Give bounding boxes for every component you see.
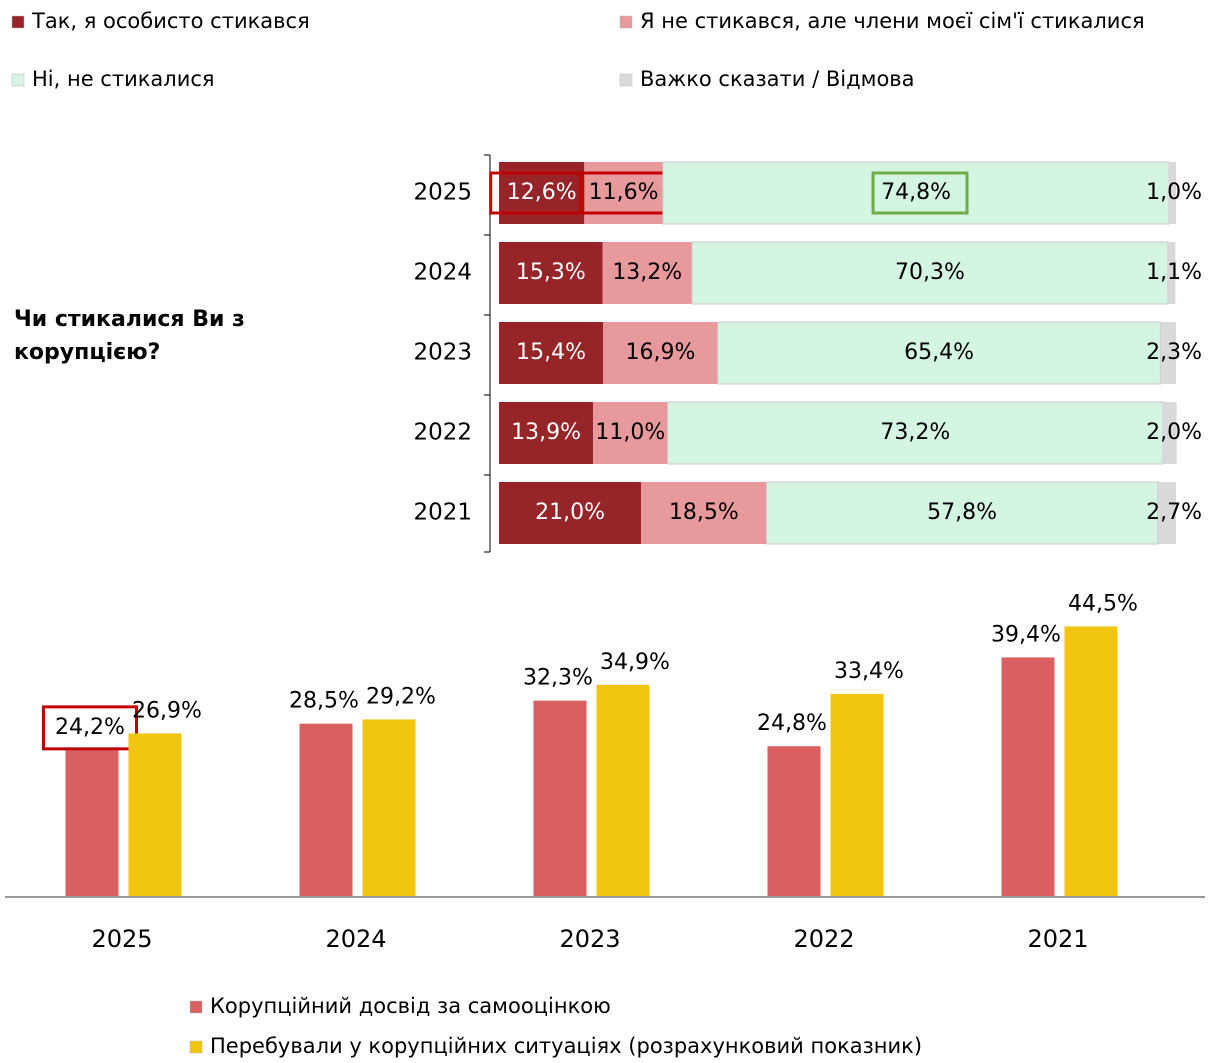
legend-label: Ні, не стикалися xyxy=(32,67,215,91)
bar xyxy=(65,749,119,897)
x-tick-label: 2025 xyxy=(91,925,152,953)
bar-segment xyxy=(603,322,718,384)
x-tick-label: 2022 xyxy=(793,925,854,953)
data-label: 13,9% xyxy=(511,420,581,445)
bar-segment xyxy=(1157,482,1176,544)
legend-swatch xyxy=(189,1000,203,1014)
y-tick-label: 2025 xyxy=(413,180,472,206)
data-label: 11,0% xyxy=(595,420,665,445)
data-label: 24,2% xyxy=(55,715,125,740)
y-tick-label: 2023 xyxy=(413,340,472,366)
bar-segment xyxy=(1163,402,1177,464)
legend-swatch xyxy=(189,1040,203,1054)
legend-swatch xyxy=(11,15,25,29)
bar xyxy=(1064,626,1118,897)
bar-segment xyxy=(765,481,1159,545)
data-label: 57,8% xyxy=(927,500,997,525)
x-tick-label: 2021 xyxy=(1027,925,1088,953)
data-label: 11,6% xyxy=(589,180,659,205)
legend-label: Я не стикався, але члени моєї сім'ї стик… xyxy=(640,9,1145,33)
bar-segment xyxy=(593,402,668,464)
highlight-box xyxy=(42,705,138,751)
bar-segment xyxy=(1167,242,1176,304)
data-label: 39,4% xyxy=(991,622,1061,647)
x-tick-label: 2024 xyxy=(325,925,386,953)
bar xyxy=(830,693,884,897)
bar-segment xyxy=(499,482,642,544)
data-label: 74,8% xyxy=(881,180,951,205)
legend-swatch xyxy=(619,15,633,29)
data-label: 26,9% xyxy=(132,698,202,723)
y-tick-label: 2021 xyxy=(413,500,472,526)
data-label: 12,6% xyxy=(507,180,577,205)
bar xyxy=(596,684,650,897)
bar-segment xyxy=(602,242,692,304)
data-label: 16,9% xyxy=(626,340,696,365)
y-tick-label: 2024 xyxy=(413,260,472,286)
data-label: 13,2% xyxy=(612,260,682,285)
data-label: 1,1% xyxy=(1146,260,1202,285)
data-label: 2,0% xyxy=(1146,420,1202,445)
y-tick-label: 2022 xyxy=(413,420,472,446)
data-label: 21,0% xyxy=(535,500,605,525)
data-label: 34,9% xyxy=(600,650,670,675)
chart-title: Чи стикалися Ви з корупцією? xyxy=(14,307,245,365)
data-label: 44,5% xyxy=(1068,591,1138,616)
legend-label: Так, я особисто стикався xyxy=(31,9,310,33)
bar-segment xyxy=(499,322,604,384)
highlight-box xyxy=(871,171,969,215)
legend-label: Корупційний досвід за самооцінкою xyxy=(210,994,611,1018)
legend-swatch xyxy=(11,73,25,87)
bar-segment xyxy=(717,321,1161,385)
data-label: 15,4% xyxy=(516,340,586,365)
bar-segment xyxy=(499,402,594,464)
bar xyxy=(299,723,353,897)
data-label: 2,3% xyxy=(1146,340,1202,365)
bar xyxy=(767,746,821,897)
bar-segment xyxy=(691,241,1169,305)
bar xyxy=(1001,657,1055,897)
data-label: 18,5% xyxy=(669,500,739,525)
legend-label: Перебували у корупційних ситуаціях (розр… xyxy=(210,1034,922,1058)
bar-segment xyxy=(499,242,603,304)
data-label: 65,4% xyxy=(904,340,974,365)
bar xyxy=(128,733,182,897)
data-label: 15,3% xyxy=(516,260,586,285)
x-tick-label: 2023 xyxy=(559,925,620,953)
data-label: 33,4% xyxy=(834,659,904,684)
data-label: 24,8% xyxy=(757,711,827,736)
bar xyxy=(362,719,416,897)
data-label: 29,2% xyxy=(366,684,436,709)
legend-swatch xyxy=(619,73,633,87)
bar-segment xyxy=(667,401,1164,465)
data-label: 2,7% xyxy=(1146,500,1202,525)
data-label: 1,0% xyxy=(1146,180,1202,205)
data-label: 70,3% xyxy=(895,260,965,285)
data-label: 32,3% xyxy=(523,666,593,691)
legend-label: Важко сказати / Відмова xyxy=(640,67,915,91)
bar-segment xyxy=(1160,322,1176,384)
bar xyxy=(533,700,587,897)
bar-segment xyxy=(641,482,767,544)
data-label: 73,2% xyxy=(880,420,950,445)
bar-segment xyxy=(1169,162,1176,224)
data-label: 28,5% xyxy=(289,689,359,714)
